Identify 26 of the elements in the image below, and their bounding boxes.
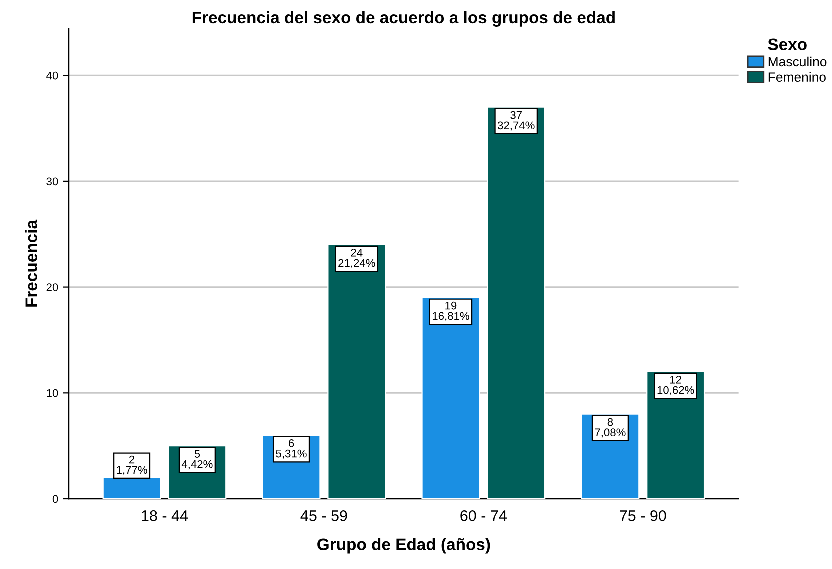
y-tick-label: 0 bbox=[52, 495, 58, 504]
y-tick-label: 30 bbox=[46, 178, 58, 186]
x-tick-label: 18 - 44 bbox=[142, 510, 188, 522]
x-tick-label: 60 - 74 bbox=[460, 510, 508, 522]
bar bbox=[422, 297, 480, 500]
data-label: 24 21,24% bbox=[338, 248, 376, 268]
x-tick-label: 75 - 90 bbox=[620, 510, 666, 522]
data-label: 2 1,77% bbox=[117, 456, 148, 476]
y-axis-title: Frecuencia bbox=[25, 220, 38, 307]
y-tick-label: 10 bbox=[47, 389, 58, 398]
data-label: 8 7,08% bbox=[595, 418, 626, 438]
x-axis-title: Grupo de Edad (años) bbox=[318, 538, 490, 554]
legend-label: Masculino bbox=[768, 56, 827, 67]
y-tick-label: 40 bbox=[46, 72, 58, 80]
chart-title: Frecuencia del sexo de acuerdo a los grupos de edad bbox=[192, 11, 615, 27]
bar bbox=[487, 106, 546, 500]
data-label: 12 10,62% bbox=[658, 376, 694, 396]
data-label: 37 32,74% bbox=[498, 111, 535, 131]
data-label: 6 5,31% bbox=[276, 440, 307, 460]
legend-label: Femenino bbox=[768, 72, 826, 82]
x-tick-label: 45 - 59 bbox=[300, 510, 348, 522]
legend-title: Sexo bbox=[768, 38, 807, 50]
data-label: 5 4,42% bbox=[182, 450, 213, 470]
data-label: 19 16,81% bbox=[432, 302, 470, 322]
y-tick-label: 20 bbox=[46, 284, 58, 292]
bar bbox=[328, 244, 386, 500]
